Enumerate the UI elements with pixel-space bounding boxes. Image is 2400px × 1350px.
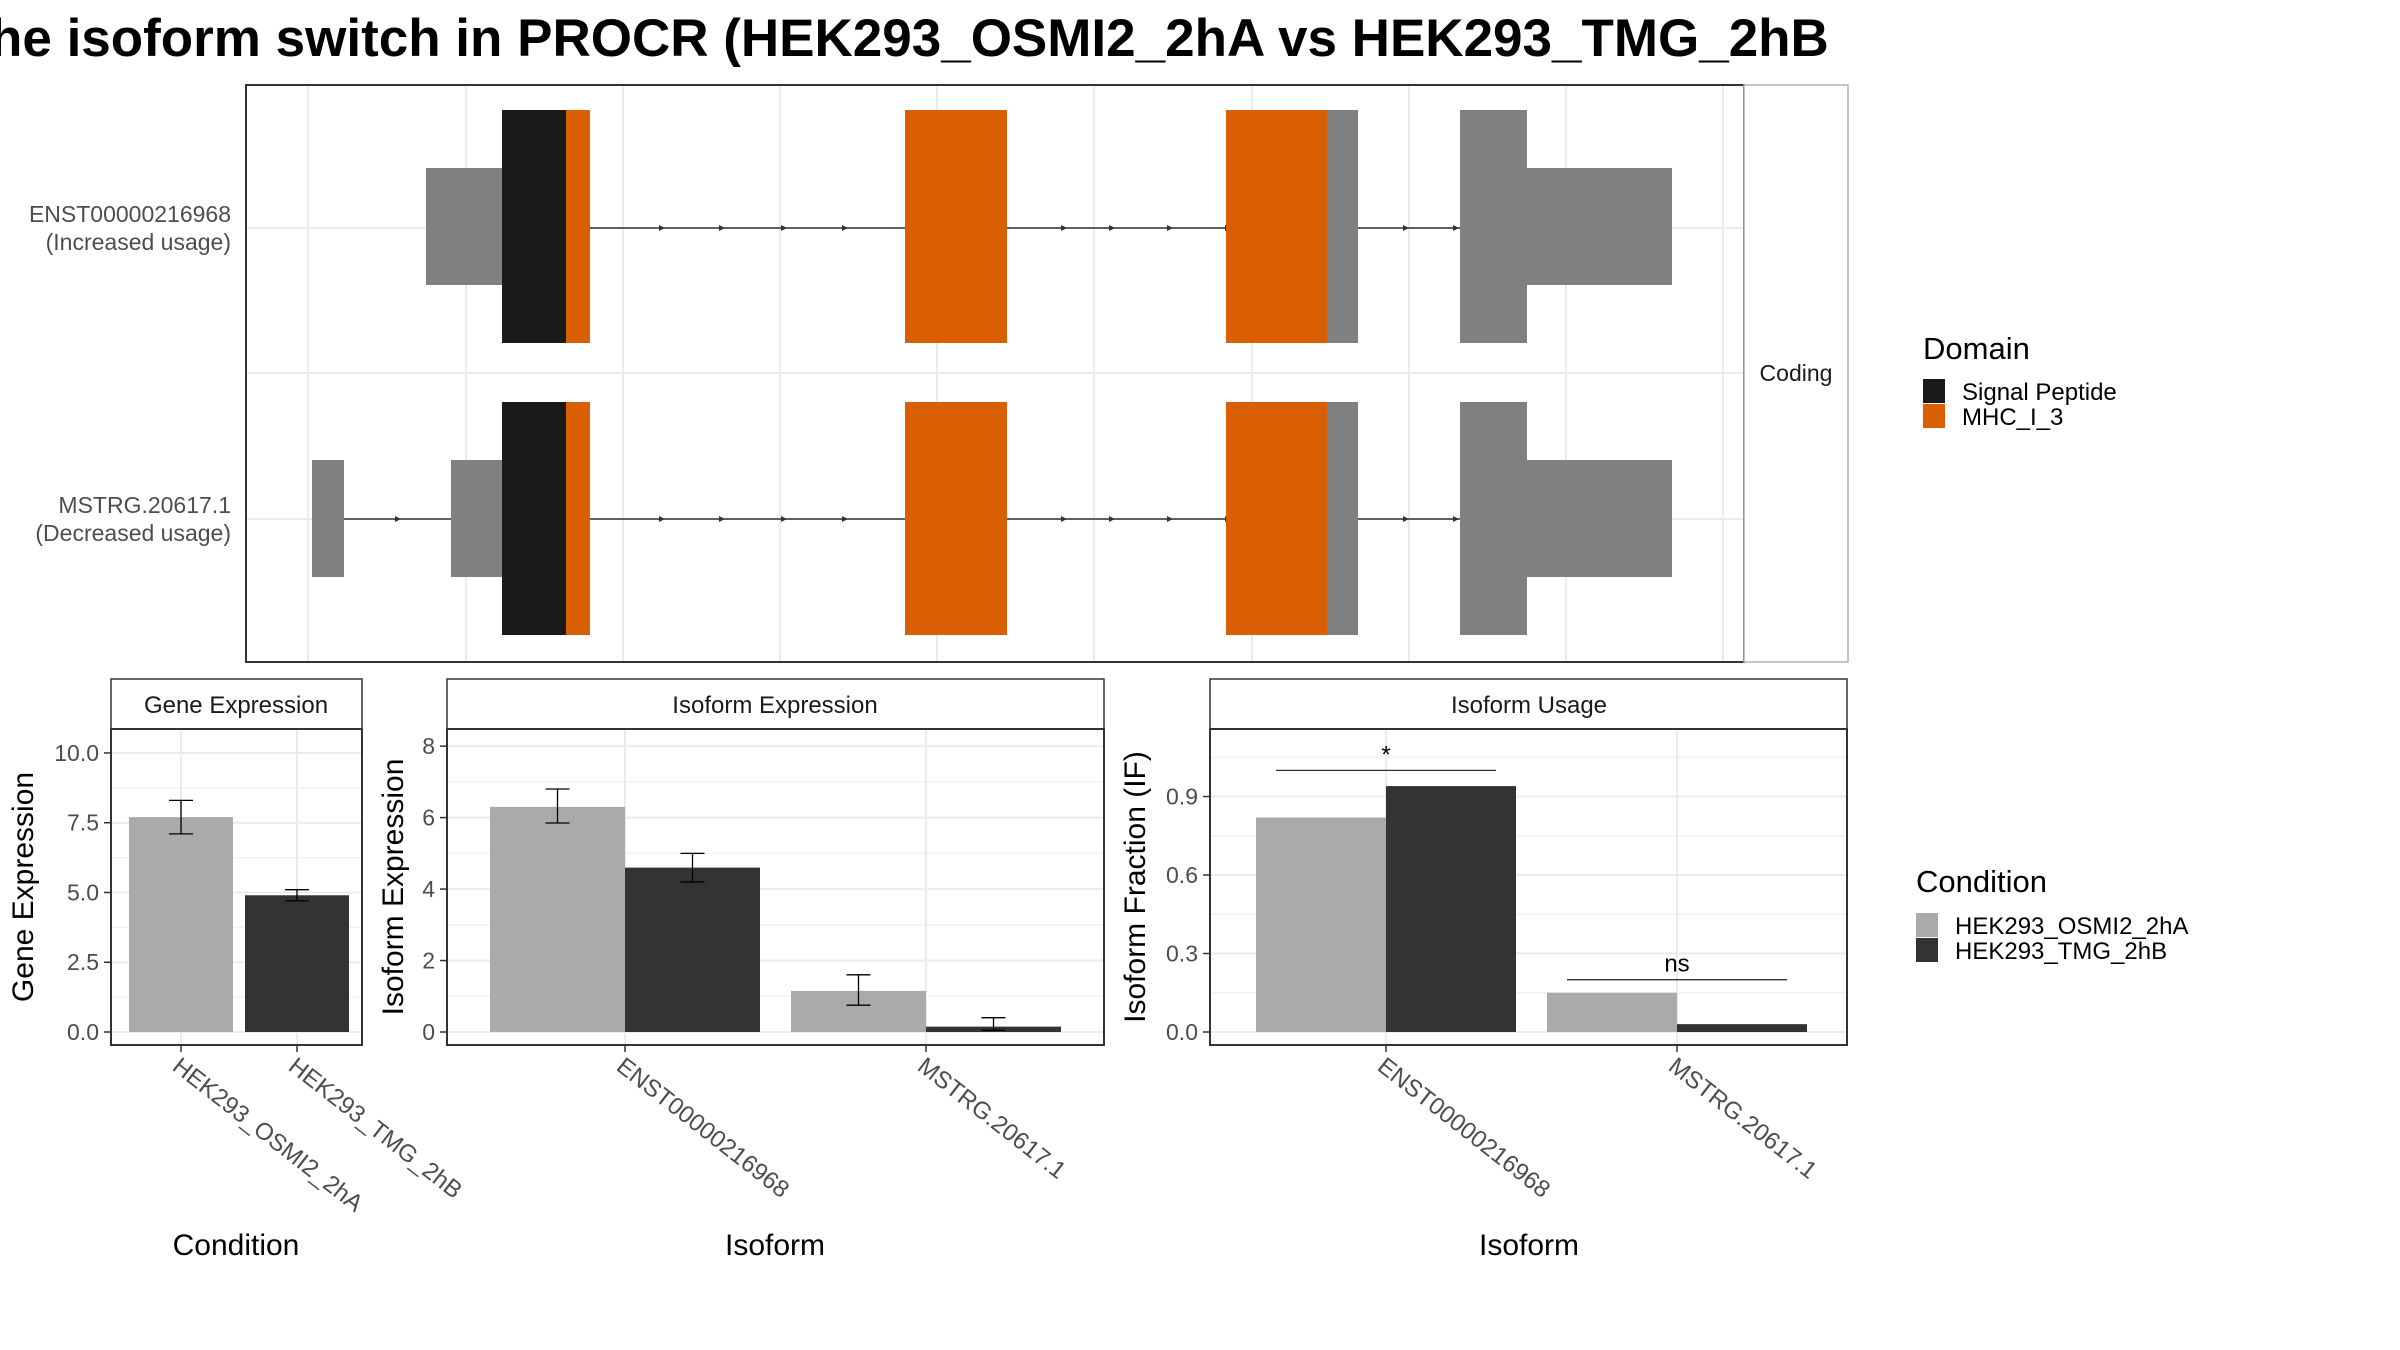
legend-swatch-signal-peptide — [1923, 379, 1945, 403]
y-axis-title: Isoform Fraction (IF) — [1119, 751, 1152, 1023]
y-axis-title: Gene Expression — [7, 772, 40, 1002]
isoform-structure-panel: ENST00000216968 (Increased usage) MSTRG.… — [29, 84, 1849, 663]
bar-hek293_osmi2_2ha — [490, 806, 625, 1032]
facet-strip-label: Coding — [1760, 360, 1833, 386]
plot-border — [446, 728, 1105, 1046]
legend-label: MHC_I_3 — [1962, 404, 2063, 431]
y-axis-title: Isoform Expression — [377, 759, 410, 1016]
x-tick-label: ENST00000216968 — [1372, 1052, 1555, 1203]
x-axis-title: Isoform — [1479, 1229, 1579, 1262]
isoform-label-usage: (Increased usage) — [46, 229, 231, 255]
legend-swatch-cond-b — [1916, 938, 1938, 962]
isoform-usage-panel: Isoform Usage 0.0 0.3 0.6 0.9 * ns ENST0000021… — [1119, 678, 1848, 1262]
bar-hek293_tmg_2hb — [1386, 786, 1516, 1032]
legend-swatch-mhc — [1923, 404, 1945, 428]
coding-segment — [1327, 402, 1358, 635]
legend-label: HEK293_OSMI2_2hA — [1955, 913, 2188, 940]
coding-segment — [1327, 110, 1358, 343]
legend-swatch-cond-a — [1916, 913, 1938, 937]
isoform-expression-plot: 0 2 4 6 8 ENST00000216968 MSTRG.20617.1 — [422, 728, 1105, 1204]
intron-arrows — [395, 516, 1459, 522]
x-axis-title: Isoform — [725, 1229, 825, 1262]
y-tick-label: 0.3 — [1166, 941, 1198, 967]
panel-title: Isoform Usage — [1451, 692, 1607, 719]
significance-label: * — [1381, 741, 1390, 768]
y-tick-label: 2.5 — [67, 949, 99, 975]
bar-hek293_tmg_2hb — [625, 867, 760, 1032]
coding-segment — [1460, 402, 1527, 635]
utr-segment — [1527, 460, 1672, 577]
facet-strip — [1209, 678, 1848, 730]
utr-segment — [312, 460, 344, 577]
bar-hek293_osmi2_2ha — [1547, 992, 1677, 1032]
mhc-domain-segment — [566, 402, 590, 635]
significance-label: ns — [1664, 951, 1689, 978]
domain-legend: Domain Signal Peptide MHC_I_3 — [1923, 331, 2117, 431]
utr-segment — [426, 168, 502, 285]
plot-border — [110, 728, 363, 1046]
isoform-track-enst00000216968 — [426, 110, 1672, 343]
bar-hek293_tmg_2hb — [245, 895, 349, 1032]
legend-label: HEK293_TMG_2hB — [1955, 938, 2167, 965]
y-tick-label: 0.6 — [1166, 862, 1198, 888]
mhc-domain-segment — [1226, 402, 1327, 635]
isoform-track-mstrg-20617-1 — [312, 402, 1672, 635]
y-tick-label: 2 — [422, 948, 435, 974]
plot-border — [1209, 728, 1848, 1046]
x-tick-label: HEK293_OSMI2_2hA — [167, 1052, 368, 1217]
facet-strip — [446, 678, 1105, 730]
legend-title: Condition — [1916, 864, 2047, 899]
utr-segment — [1527, 168, 1672, 285]
isoform-expression-panel: Isoform Expression 0 2 4 6 8 ENST00000216968 M… — [377, 678, 1105, 1262]
panel-title: Gene Expression — [144, 692, 328, 719]
y-tick-label: 0.9 — [1166, 784, 1198, 810]
y-tick-label: 0 — [422, 1019, 435, 1045]
facet-strip — [1743, 84, 1849, 663]
signal-peptide-segment — [502, 402, 566, 635]
legend-title: Domain — [1923, 331, 2030, 366]
figure-title: he isoform switch in PROCR (HEK293_OSMI2… — [0, 9, 1829, 68]
mhc-domain-segment — [566, 110, 590, 343]
x-tick-label: MSTRG.20617.1 — [912, 1052, 1071, 1184]
bar-hek293_osmi2_2ha — [1256, 817, 1386, 1032]
mhc-domain-segment — [905, 402, 1007, 635]
y-tick-label: 6 — [422, 805, 435, 831]
y-tick-label: 10.0 — [54, 740, 99, 766]
coding-segment — [1460, 110, 1527, 343]
legend-label: Signal Peptide — [1962, 379, 2117, 406]
isoform-usage-plot: 0.0 0.3 0.6 0.9 * ns ENST00000216968 MSTRG.2061… — [1166, 728, 1848, 1204]
facet-strip — [110, 678, 363, 730]
mhc-domain-segment — [905, 110, 1007, 343]
y-tick-label: 5.0 — [67, 879, 99, 905]
y-tick-label: 4 — [422, 876, 435, 902]
isoform-label: ENST00000216968 — [29, 201, 231, 227]
bar-hek293_osmi2_2ha — [129, 817, 233, 1032]
bar-hek293_tmg_2hb — [1677, 1024, 1807, 1032]
isoform-label-usage: (Decreased usage) — [35, 520, 231, 546]
x-tick-label: ENST00000216968 — [611, 1052, 794, 1203]
isoform-label: MSTRG.20617.1 — [58, 492, 231, 518]
y-tick-label: 0.0 — [67, 1019, 99, 1045]
mhc-domain-segment — [1226, 110, 1327, 343]
y-tick-label: 7.5 — [67, 810, 99, 836]
utr-segment — [451, 460, 502, 577]
x-axis-title: Condition — [173, 1229, 300, 1262]
y-tick-label: 8 — [422, 733, 435, 759]
y-tick-label: 0.0 — [1166, 1019, 1198, 1045]
x-tick-label: MSTRG.20617.1 — [1663, 1052, 1822, 1184]
condition-legend: Condition HEK293_OSMI2_2hA HEK293_TMG_2h… — [1916, 864, 2188, 965]
panel-title: Isoform Expression — [672, 692, 877, 719]
signal-peptide-segment — [502, 110, 566, 343]
